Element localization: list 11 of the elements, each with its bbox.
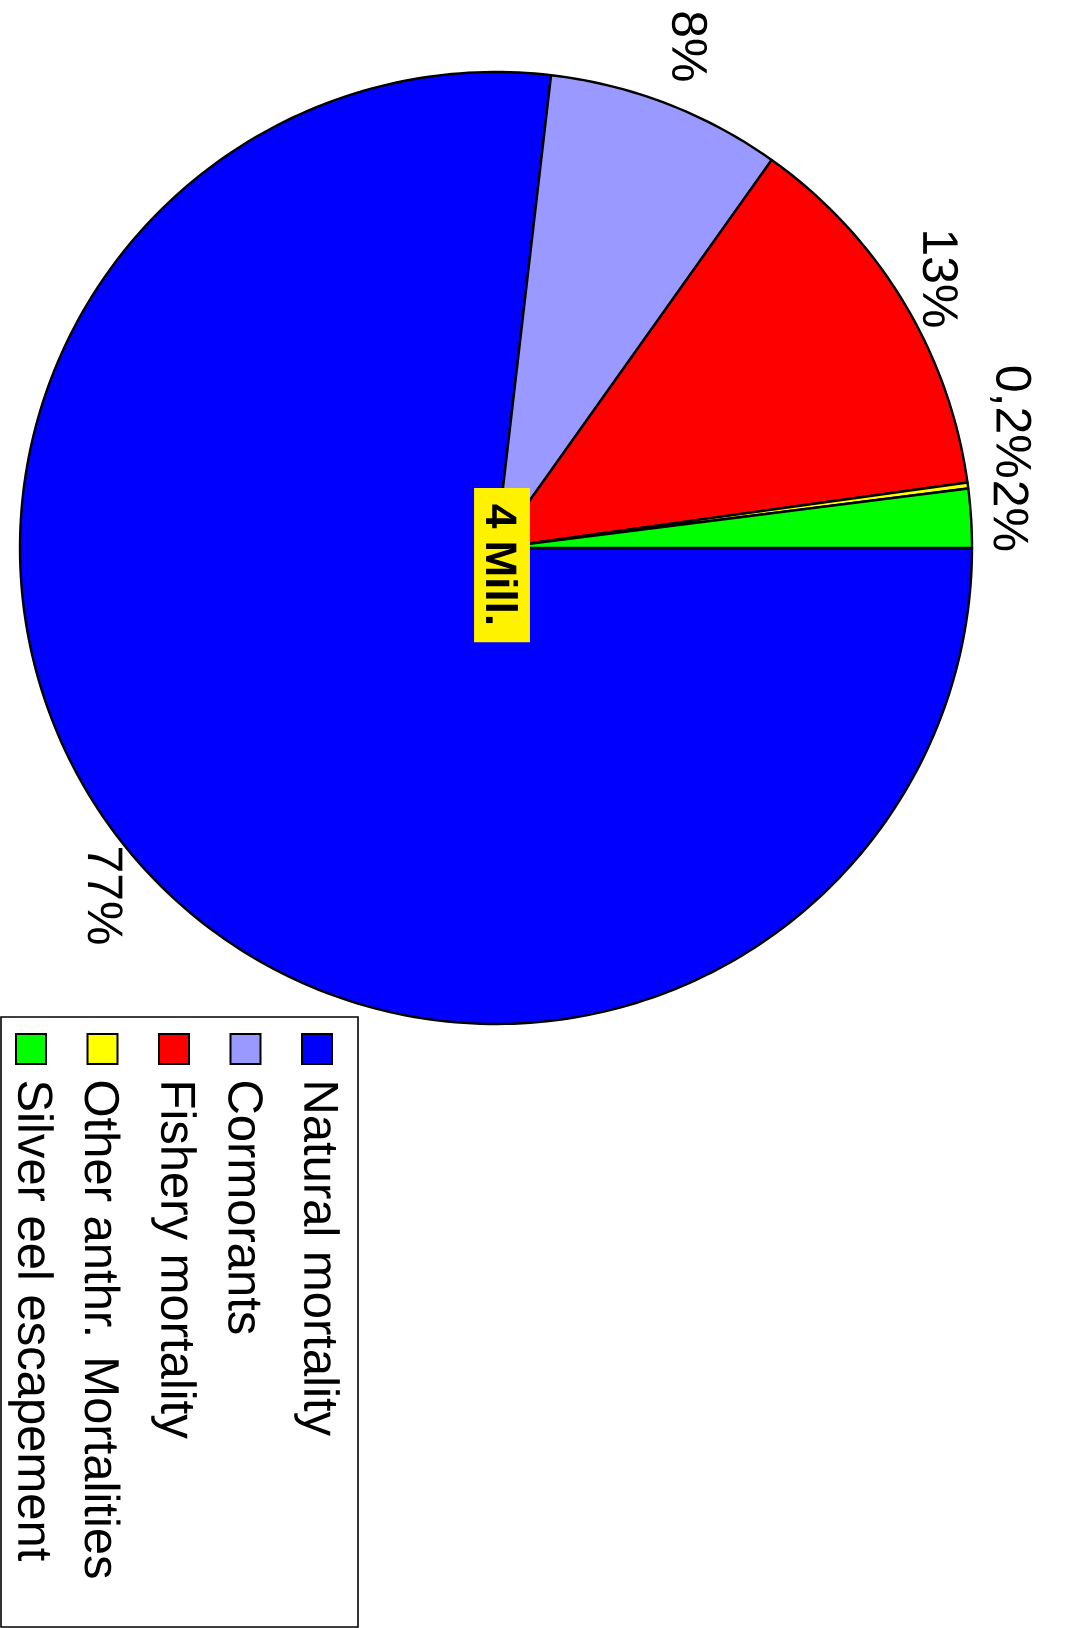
data-label: 8% — [671, 12, 708, 81]
legend-label: Natural mortality — [294, 1083, 340, 1436]
legend-label: Silver eel escapement — [8, 1081, 54, 1561]
data-label: 2% — [993, 482, 1029, 551]
data-label: 77% — [87, 848, 123, 944]
data-label: 13% — [922, 232, 959, 327]
text: 4 Mill. — [486, 504, 518, 624]
data-label: 0,2% — [990, 366, 1032, 477]
legend-label: Other anthr. Mortalities — [84, 1081, 121, 1578]
legend-label: Fishery mortality — [151, 1083, 197, 1439]
legend-label: Cormorants — [228, 1081, 263, 1334]
